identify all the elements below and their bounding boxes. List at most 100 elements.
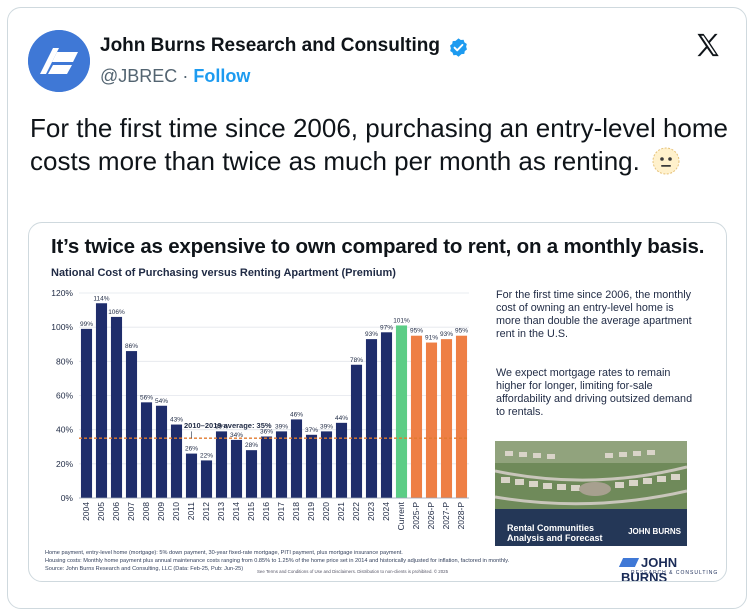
bar-2020 [320, 431, 333, 498]
x-tick-label: 2015 [246, 502, 256, 521]
x-tick-label: 2025-P [411, 502, 421, 530]
bar-value-label: 34% [230, 432, 243, 439]
bar-value-label: 54% [155, 398, 168, 405]
avatar-logo [28, 30, 90, 92]
bar-value-label: 37% [305, 427, 318, 434]
y-tick-label: 40% [56, 425, 73, 435]
bar-value-label: 78% [350, 357, 363, 364]
x-tick-label: 2022 [351, 502, 361, 521]
bar-value-label: 36% [260, 429, 273, 436]
x-tick-label: 2012 [201, 502, 211, 521]
photo-caption: Rental Communities Analysis and Forecast [507, 523, 603, 543]
bar-value-label: 101% [393, 317, 410, 324]
author-name[interactable]: John Burns Research and Consulting [100, 35, 440, 56]
x-tick-label: 2010 [171, 502, 181, 521]
bar-value-label: 91% [425, 335, 438, 342]
bar-value-label: 106% [108, 309, 125, 316]
x-tick-label: 2007 [126, 502, 136, 521]
x-tick-label: 2021 [336, 502, 346, 521]
bar-2027-P [440, 339, 453, 498]
x-tick-label: 2009 [156, 502, 166, 521]
follow-button[interactable]: Follow [193, 66, 251, 86]
tweet-body: For the first time since 2006, purchasin… [30, 113, 729, 176]
bar-value-label: 39% [320, 423, 333, 430]
rental-report-photo: Rental Communities Analysis and Forecast… [495, 441, 687, 546]
bar-value-label: 44% [335, 415, 348, 422]
bar-2013 [215, 431, 228, 498]
x-tick-label: 2011 [186, 502, 196, 521]
bar-2004 [80, 328, 93, 498]
jb-logo-text: JOHN BURNS [621, 555, 678, 582]
average-label: 2010–2019 average: 35% [184, 421, 272, 430]
bar-2010 [170, 424, 183, 498]
x-tick-label: 2027-P [441, 502, 451, 530]
x-tick-label: 2004 [81, 502, 91, 521]
bar-2005 [95, 303, 108, 498]
verified-badge-icon [450, 38, 467, 57]
bar-value-label: 99% [80, 321, 93, 328]
x-tick-label: 2024 [381, 502, 391, 521]
author-handle[interactable]: @JBREC [100, 66, 178, 86]
bar-value-label: 46% [290, 411, 303, 418]
x-tick-label: 2023 [366, 502, 376, 521]
side-paragraph-2: We expect mortgage rates to remain highe… [496, 367, 693, 418]
bar-2017 [275, 431, 288, 498]
x-tick-label: 2006 [111, 502, 121, 521]
bar-2009 [155, 405, 168, 498]
x-tick-label: 2016 [261, 502, 271, 521]
y-tick-label: 60% [56, 391, 73, 401]
x-tick-label: 2018 [291, 502, 301, 521]
footnotes: Home payment, entry-level home (mortgage… [45, 549, 545, 573]
x-tick-label: 2013 [216, 502, 226, 521]
bar-2012 [200, 460, 213, 498]
bar-value-label: 95% [455, 328, 468, 335]
bar-value-label: 86% [125, 343, 138, 350]
author-avatar[interactable] [28, 30, 90, 92]
bar-2028-P [455, 335, 468, 498]
terms-text: See Terms and Conditions of Use and Disc… [257, 569, 449, 574]
infographic-image[interactable]: It’s twice as expensive to own compared … [28, 222, 727, 582]
x-tick-label: 2028-P [456, 502, 466, 530]
y-tick-label: 20% [56, 459, 73, 469]
jb-logo: JOHN BURNS [618, 555, 726, 582]
jb-logo-sub: RESEARCH & CONSULTING [631, 570, 719, 576]
x-tick-label: 2019 [306, 502, 316, 521]
y-tick-label: 120% [51, 288, 73, 298]
bar-2014 [230, 439, 243, 498]
x-tick-label: 2005 [96, 502, 106, 521]
handle-row: @JBREC · Follow [100, 66, 250, 87]
bar-value-label: 97% [380, 324, 393, 331]
bar-value-label: 56% [140, 394, 153, 401]
bar-Current [395, 325, 408, 498]
bar-value-label: 39% [215, 423, 228, 430]
photo-caption-line1: Rental Communities [507, 523, 595, 533]
x-tick-label: 2017 [276, 502, 286, 521]
x-tick-label: 2008 [141, 502, 151, 521]
y-tick-label: 80% [56, 356, 73, 366]
photo-caption-line2: Analysis and Forecast [507, 533, 603, 543]
x-tick-label: 2014 [231, 502, 241, 521]
bar-2006 [110, 316, 123, 498]
x-logo-icon[interactable] [694, 31, 722, 59]
bar-2026-P [425, 342, 438, 498]
x-tick-label: 2026-P [426, 502, 436, 530]
bar-2019 [305, 434, 318, 498]
bar-value-label: 39% [275, 423, 288, 430]
tweet-text: For the first time since 2006, purchasin… [30, 112, 730, 178]
x-tick-label: Current [396, 501, 406, 530]
bar-2021 [335, 422, 348, 498]
infographic-title: It’s twice as expensive to own compared … [51, 235, 705, 258]
bar-2018 [290, 419, 303, 498]
bar-2015 [245, 450, 258, 498]
bar-chart: 0% 20% 40% 60% 80% 100% 120% 99% 2004 114% 2005 106… [51, 288, 469, 530]
photo-logo: JOHN BURNS [628, 527, 681, 536]
y-tick-label: 100% [51, 322, 73, 332]
bar-2025-P [410, 335, 423, 498]
bar-2008 [140, 402, 153, 498]
x-tick-label: 2020 [321, 502, 331, 521]
bar-value-label: 93% [365, 331, 378, 338]
bar-value-label: 22% [200, 452, 213, 459]
bar-2016 [260, 436, 273, 498]
bar-2011 [185, 453, 198, 498]
bar-value-label: 43% [170, 417, 183, 424]
